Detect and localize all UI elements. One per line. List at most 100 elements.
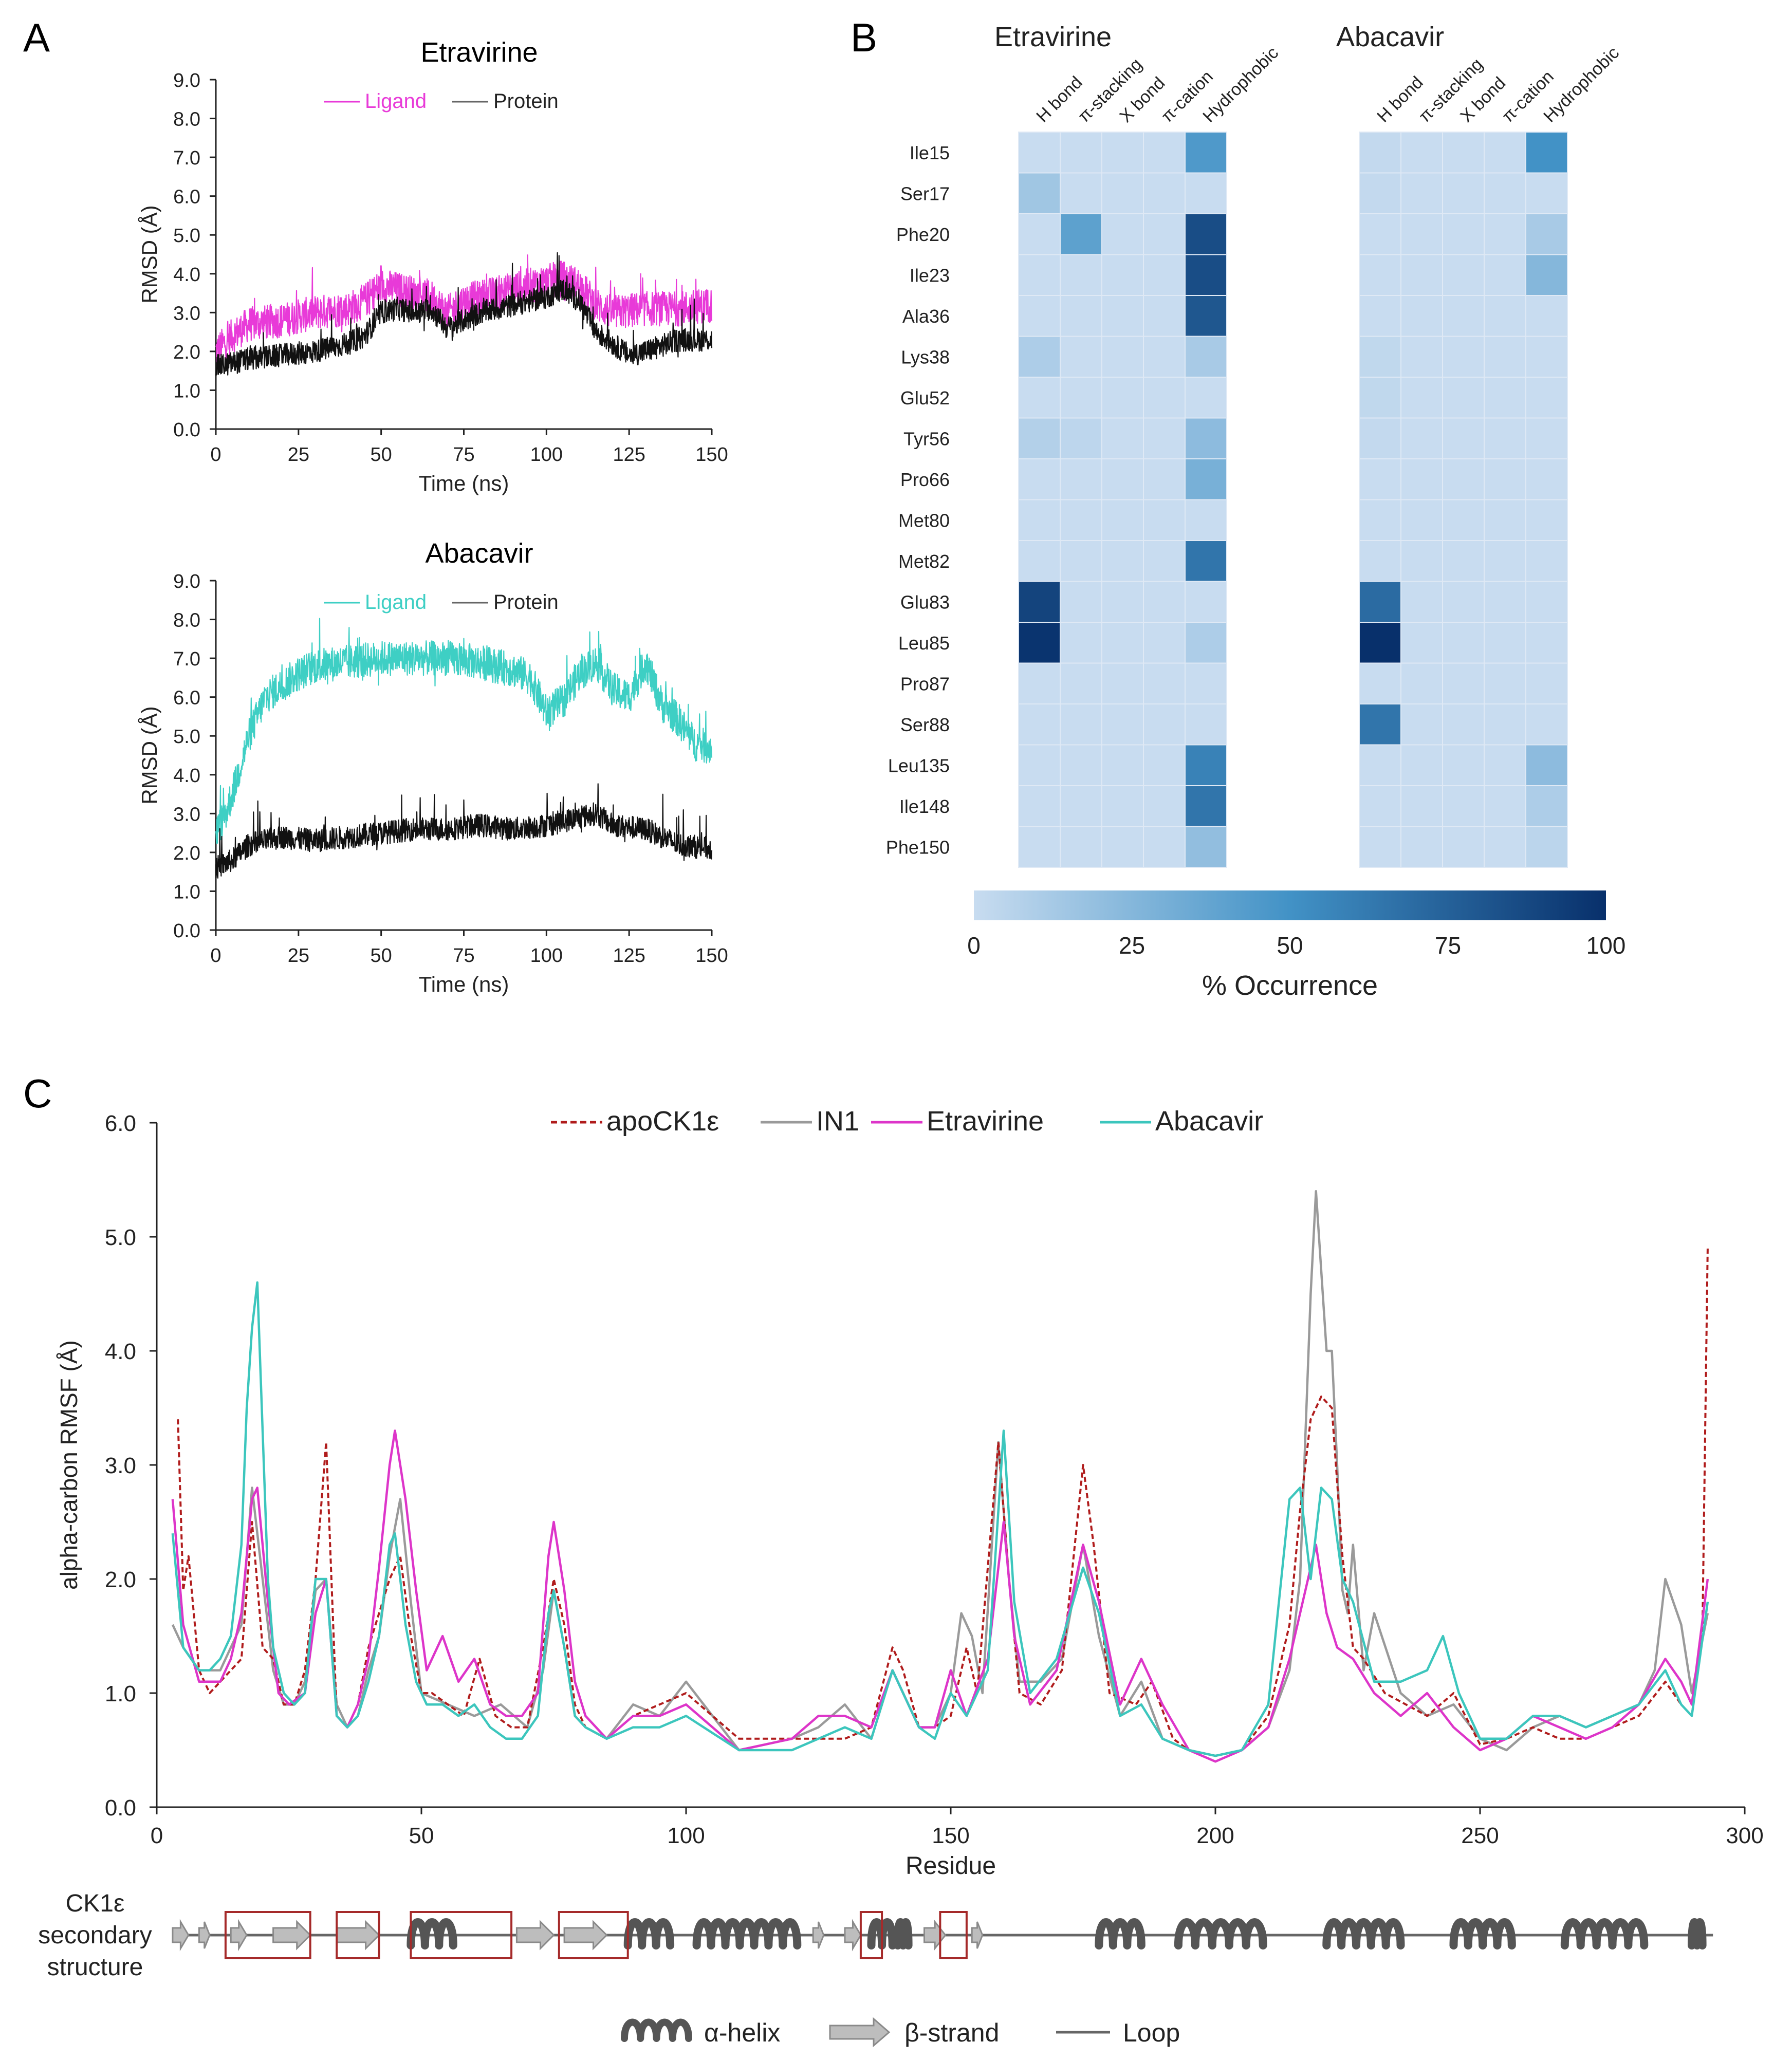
colorbar — [974, 890, 1606, 920]
heatmap-row-label: Ser17 — [900, 183, 950, 204]
legend-label: Ligand — [365, 591, 427, 614]
x-tick-label: 75 — [453, 945, 474, 967]
heatmap-cell — [1525, 499, 1568, 541]
heatmap-cell — [1442, 662, 1485, 704]
heatmap-cell — [1143, 132, 1186, 174]
heatmap-cell — [1143, 336, 1186, 378]
ss-strand — [563, 1920, 608, 1951]
heatmap-cell — [1400, 785, 1443, 827]
heatmap-cell — [1484, 744, 1526, 786]
x-axis-label: Time (ns) — [419, 972, 509, 996]
heatmap-cell — [1185, 744, 1227, 786]
heatmap-cell — [1060, 172, 1102, 214]
heatmap-cell — [1400, 581, 1443, 623]
heatmap-cell — [1442, 540, 1485, 582]
colorbar-label: % Occurrence — [1202, 970, 1378, 1001]
heatmap-cell — [1525, 295, 1568, 337]
ss-highlight-box — [410, 1911, 513, 1959]
chart-title: Etravirine — [420, 37, 538, 68]
heatmap-cell — [1018, 744, 1061, 786]
heatmap-cell — [1359, 172, 1401, 214]
x-tick-label: 100 — [530, 945, 563, 967]
y-tick-label: 3.0 — [173, 804, 200, 825]
x-axis-label: Residue — [906, 1852, 996, 1880]
legend-label: Abacavir — [1155, 1106, 1263, 1137]
heatmap-cell — [1442, 172, 1485, 214]
x-tick-label: 150 — [695, 444, 728, 466]
y-tick-label: 5.0 — [173, 726, 200, 748]
heatmap-cell — [1442, 785, 1485, 827]
heatmap-row-label: Ile23 — [910, 265, 950, 286]
heatmap-cell — [1101, 213, 1144, 255]
ss-strand — [844, 1919, 862, 1952]
heatmap-cell — [1185, 132, 1227, 174]
heatmap-cell — [1143, 622, 1186, 664]
heatmap-cell — [1484, 213, 1526, 255]
heatmap-cell — [1484, 417, 1526, 459]
heatmap-cell — [1359, 336, 1401, 378]
heatmap-cell — [1484, 254, 1526, 296]
heatmap-cell — [1359, 662, 1401, 704]
heatmap-row-label: Pro87 — [900, 673, 950, 694]
heatmap-cell — [1143, 581, 1186, 623]
y-tick-label: 1.0 — [105, 1681, 136, 1706]
heatmap-cell — [1143, 703, 1186, 746]
ss-highlight-box — [224, 1911, 311, 1959]
heatmap-cell — [1484, 499, 1526, 541]
heatmap-cell — [1442, 417, 1485, 459]
heatmap-cell — [1484, 458, 1526, 500]
x-tick-label: 25 — [288, 945, 309, 967]
heatmap-row-label: Lys38 — [901, 346, 950, 367]
heatmap-cell — [1525, 662, 1568, 704]
y-axis-label: RMSD (Å) — [137, 205, 161, 303]
heatmap-cell — [1060, 499, 1102, 541]
heatmap-cell — [1143, 172, 1186, 214]
heatmap-cell — [1400, 377, 1443, 419]
heatmap-cell — [1525, 417, 1568, 459]
colorbar-tick-label: 100 — [1586, 932, 1626, 959]
heatmap-cell — [1060, 377, 1102, 419]
colorbar-tick-label: 50 — [1277, 932, 1303, 959]
heatmap-cell — [1101, 458, 1144, 500]
x-tick-label: 125 — [613, 444, 645, 466]
ss-helix — [1560, 1918, 1649, 1949]
rmsf-chart: 0.0 1.0 2.0 3.0 4.0 5.0 6.0 0 50 100 150 200 250 300 R… — [56, 1106, 1764, 1880]
legend-helix-icon — [621, 2018, 692, 2042]
y-tick-label: 0.0 — [105, 1795, 136, 1821]
heatmap-cell — [1060, 254, 1102, 296]
heatmap-cell — [1442, 254, 1485, 296]
heatmap-cell — [1525, 377, 1568, 419]
legend-strand-icon — [829, 2017, 891, 2048]
heatmap-cell — [1018, 703, 1061, 746]
heatmap-group-title: Abacavir — [1336, 22, 1444, 52]
heatmap-cell — [1359, 295, 1401, 337]
heatmap-row-label: Met80 — [898, 510, 950, 531]
heatmap-cell — [1359, 581, 1401, 623]
ss-highlight-box — [939, 1911, 968, 1959]
heatmap-cell — [1185, 703, 1227, 746]
y-axis-label: RMSD (Å) — [137, 706, 161, 804]
heatmap-cell — [1525, 744, 1568, 786]
ss-helix — [1095, 1918, 1146, 1949]
heatmap-cell — [1018, 172, 1061, 214]
heatmap-cell — [1143, 662, 1186, 704]
heatmap-cell — [1484, 662, 1526, 704]
y-tick-label: 7.0 — [173, 147, 200, 169]
legend-label: Etravirine — [927, 1106, 1044, 1137]
heatmap-cell — [1101, 336, 1144, 378]
heatmap-cell — [1018, 499, 1061, 541]
legend-label: IN1 — [816, 1106, 859, 1137]
heatmap-cell — [1442, 499, 1485, 541]
legend-label: Protein — [493, 90, 559, 113]
x-tick-label: 0 — [151, 1823, 163, 1848]
heatmap-cell — [1101, 622, 1144, 664]
heatmap-cell — [1143, 213, 1186, 255]
heatmap-cell — [1018, 417, 1061, 459]
heatmap-cell — [1018, 662, 1061, 704]
heatmap-cell — [1400, 662, 1443, 704]
colorbar-tick-label: 75 — [1435, 932, 1461, 959]
heatmap-cell — [1060, 458, 1102, 500]
rmsd-chart-etravirine: Etravirine 0.0 1.0 2.0 3.0 4.0 5.0 6.0 7.0 8.0 9.0… — [137, 37, 728, 495]
y-tick-label: 1.0 — [173, 380, 200, 402]
